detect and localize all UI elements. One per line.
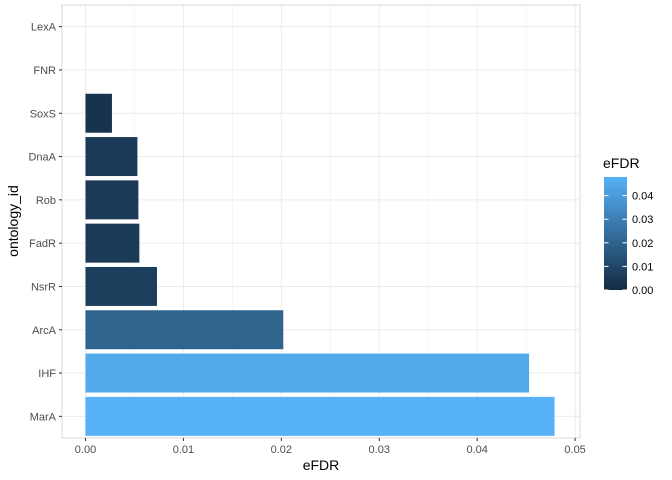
x-tick-label: 0.01	[173, 444, 194, 456]
plot-border	[61, 4, 581, 439]
y-tick-label: SoxS	[30, 108, 56, 120]
x-tick-label: 0.02	[271, 444, 292, 456]
colorbar-tick-label: 0.02	[632, 238, 653, 250]
y-axis-ticks: LexA FNR SoxS DnaA Rob FadR NsrR ArcA IHF MarA	[28, 22, 62, 423]
colorbar	[604, 177, 627, 290]
bar-ihf	[85, 353, 530, 393]
y-tick-label: LexA	[31, 22, 57, 34]
bar-rob	[85, 180, 139, 220]
y-tick-label: MarA	[30, 411, 57, 423]
x-tick-label: 0.00	[75, 444, 96, 456]
colorbar-tick-label: 0.00	[632, 285, 653, 297]
y-tick-label: Rob	[36, 195, 56, 207]
bar-fadr	[85, 223, 140, 263]
x-axis-ticks: 0.00 0.01 0.02 0.03 0.04 0.05	[75, 438, 586, 456]
bar-nsrr	[85, 266, 157, 306]
bar-soxs	[85, 93, 112, 133]
x-tick-label: 0.05	[564, 444, 585, 456]
legend-title: eFDR	[603, 155, 640, 171]
colorbar-tick-label: 0.04	[632, 191, 653, 203]
y-tick-label: IHF	[38, 368, 56, 380]
bar-mara	[85, 396, 555, 436]
y-tick-label: DnaA	[28, 152, 56, 164]
y-tick-label: FNR	[33, 65, 56, 77]
bar-arca	[85, 310, 284, 350]
x-axis-title: eFDR	[303, 457, 340, 473]
y-tick-label: ArcA	[32, 325, 57, 337]
colorbar-tick-label: 0.01	[632, 261, 653, 273]
colorbar-ticks: 0.00 0.01 0.02 0.03 0.04	[604, 191, 653, 297]
bar-dnaa	[85, 137, 138, 177]
colorbar-tick-label: 0.03	[632, 214, 653, 226]
y-tick-label: FadR	[29, 238, 56, 250]
y-axis-title: ontology_id	[5, 185, 21, 257]
bars	[85, 93, 555, 436]
x-tick-label: 0.03	[369, 444, 390, 456]
legend: eFDR 0.00 0.01 0.02 0.03 0.04	[603, 155, 653, 297]
x-tick-label: 0.04	[466, 444, 487, 456]
y-tick-label: NsrR	[31, 281, 56, 293]
